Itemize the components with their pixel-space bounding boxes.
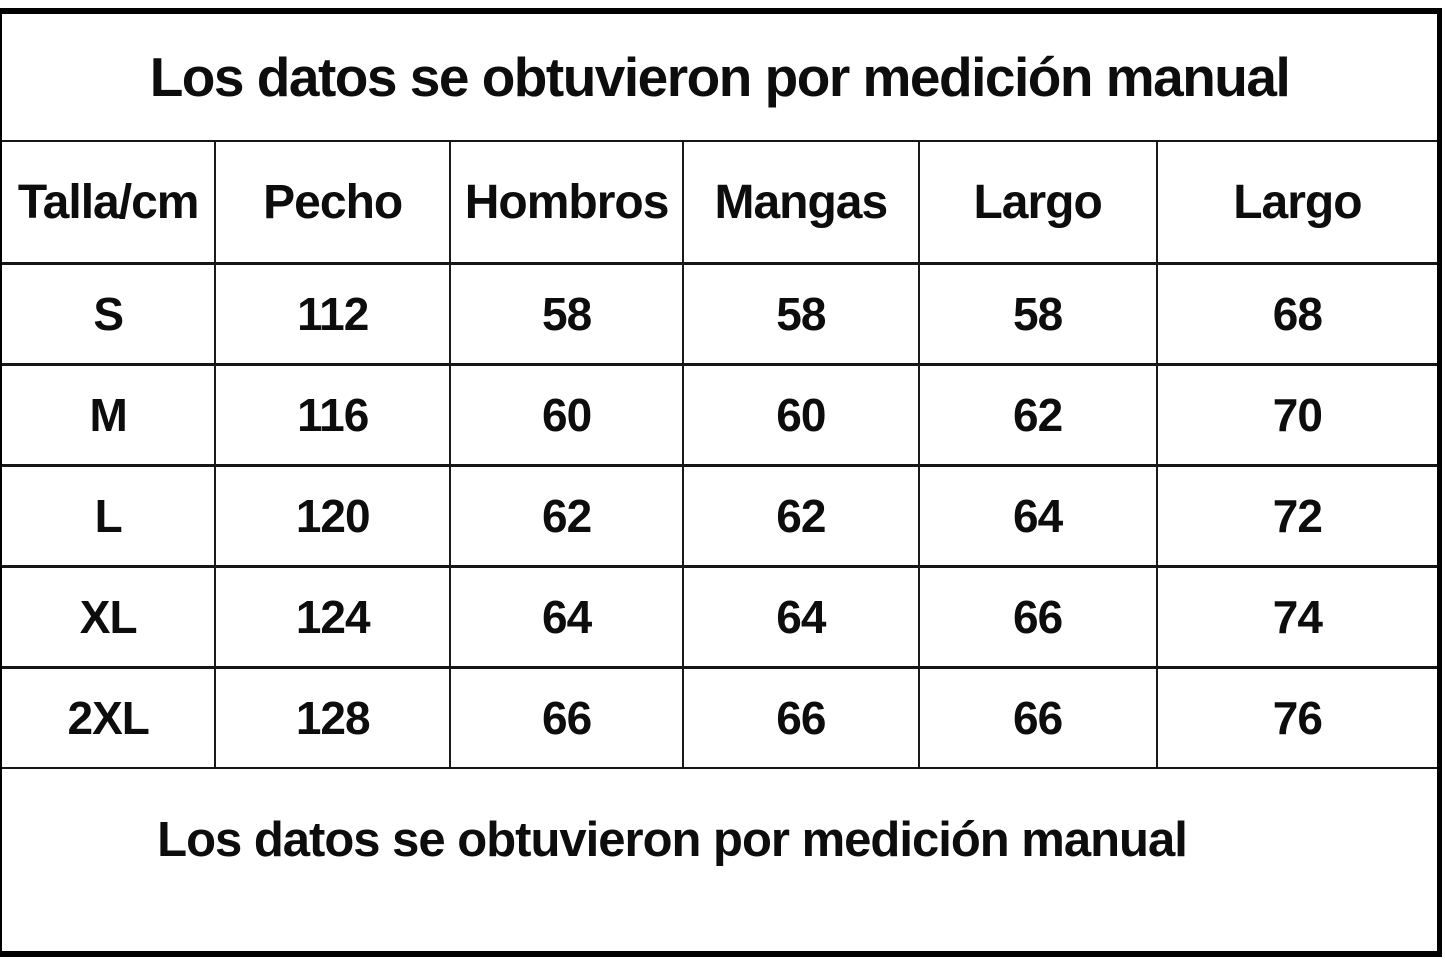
measurement-cell: 60 (682, 363, 918, 464)
measurement-cell: 58 (449, 262, 683, 363)
measurement-cell: 68 (1155, 262, 1437, 363)
measurement-cell: 128 (214, 666, 449, 767)
measurement-cell: 116 (214, 363, 449, 464)
measurement-cell: 70 (1155, 363, 1437, 464)
measurement-cell: 120 (214, 464, 449, 565)
measurement-cell: 74 (1155, 565, 1437, 666)
measurement-cell: 124 (214, 565, 449, 666)
measurement-cell: 112 (214, 262, 449, 363)
measurement-cell: 60 (449, 363, 683, 464)
column-header: Largo (1155, 142, 1437, 262)
measurement-cell: 64 (917, 464, 1156, 565)
row-size-label: 2XL (2, 666, 215, 767)
column-header: Hombros (449, 142, 682, 262)
measurement-cell: 72 (1155, 464, 1437, 565)
row-size-label: XL (2, 565, 215, 666)
measurement-cell: 62 (682, 464, 918, 565)
measurement-cell: 58 (682, 262, 918, 363)
column-header: Largo (917, 142, 1156, 262)
measurement-cell: 66 (449, 666, 683, 767)
table-grid: Talla/cm Pecho Hombros Mangas Largo Largo S 112… (2, 142, 1437, 767)
row-size-label: L (2, 464, 215, 565)
table-title: Los datos se obtuvieron por medición man… (2, 14, 1437, 142)
column-header: Mangas (682, 142, 917, 262)
measurement-cell: 62 (917, 363, 1156, 464)
row-size-label: M (2, 363, 215, 464)
table-footer-note: Los datos se obtuvieron por medición man… (2, 767, 1437, 951)
row-size-label: S (2, 262, 215, 363)
measurement-cell: 62 (449, 464, 683, 565)
measurement-cell: 58 (917, 262, 1156, 363)
measurement-cell: 76 (1155, 666, 1437, 767)
column-header: Talla/cm (17, 175, 200, 229)
measurement-cell: 66 (682, 666, 918, 767)
measurement-cell: 66 (917, 666, 1156, 767)
size-chart-table: Los datos se obtuvieron por medición man… (0, 8, 1442, 957)
measurement-cell: 64 (449, 565, 683, 666)
column-header: Pecho (214, 142, 449, 262)
measurement-cell: 64 (682, 565, 918, 666)
measurement-cell: 66 (917, 565, 1156, 666)
